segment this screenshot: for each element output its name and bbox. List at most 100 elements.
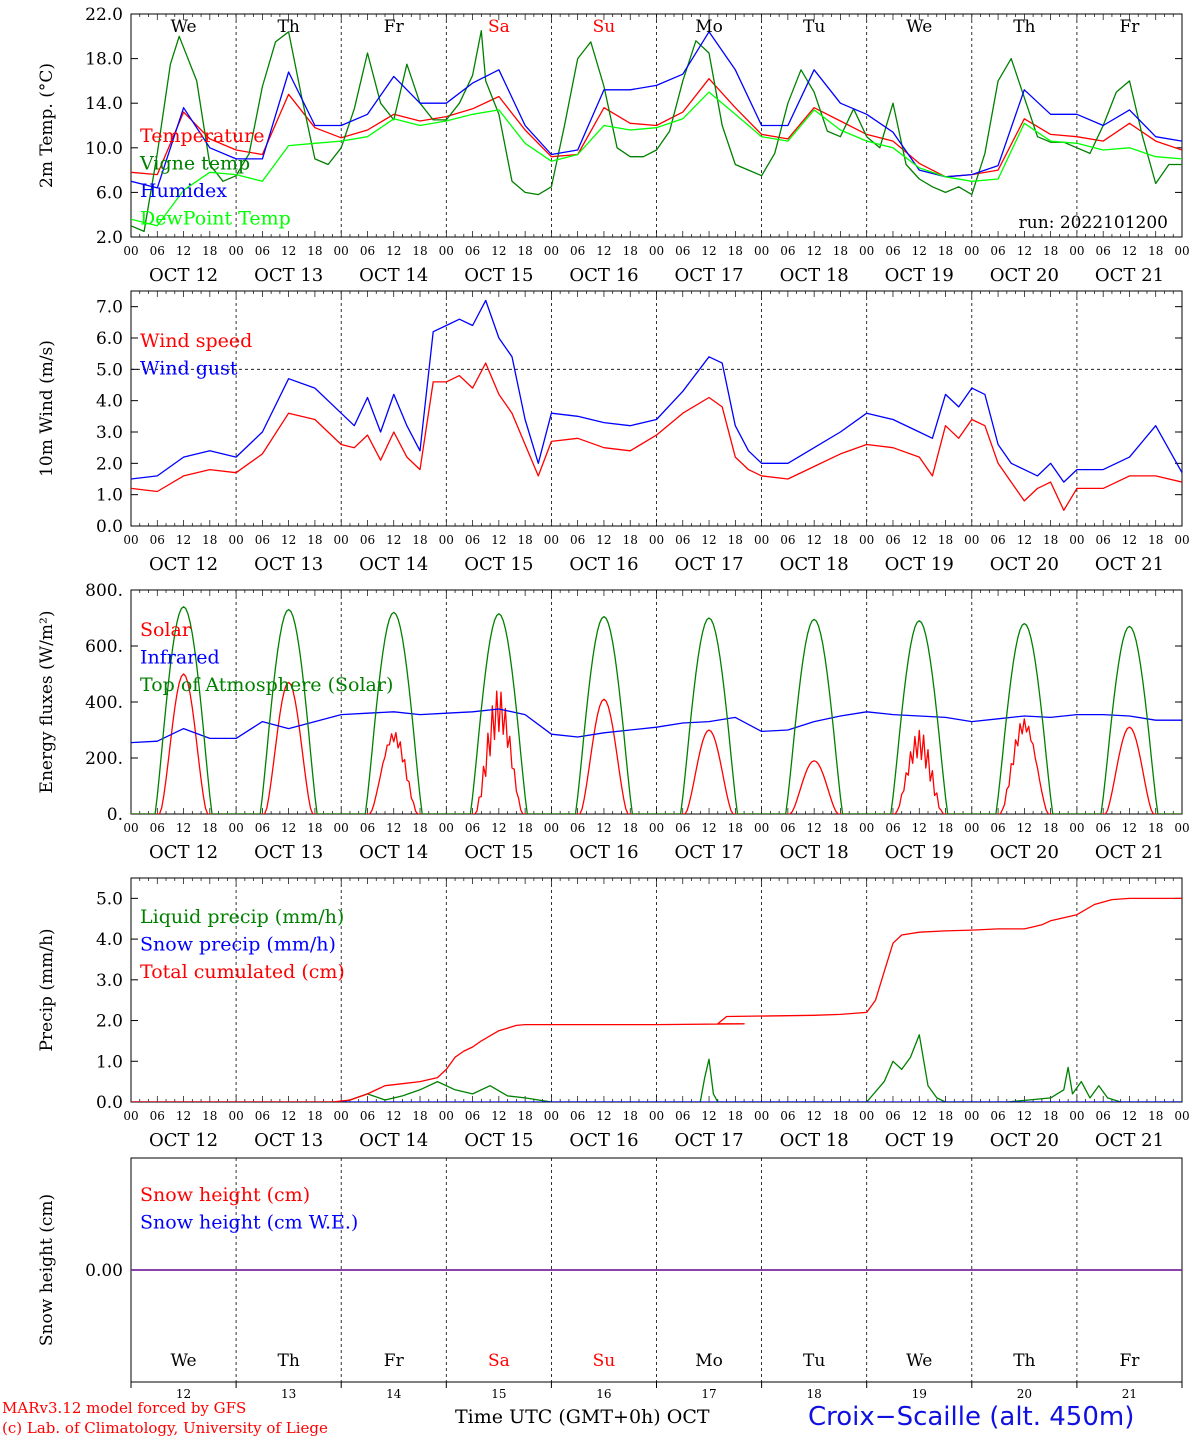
hour-label: 06 [1096, 533, 1111, 547]
weekday-label-bottom: Th [278, 1351, 300, 1371]
hour-label: 12 [176, 244, 191, 258]
y-tick-label: 4.0 [96, 392, 123, 412]
hour-label: 06 [675, 244, 690, 258]
y-tick-label: 10.0 [85, 139, 123, 159]
series-line-2-1 [131, 362, 1182, 511]
y-tick-label: 5.0 [96, 889, 123, 909]
date-label: OCT 21 [1095, 1130, 1164, 1151]
hour-label: 18 [623, 821, 638, 835]
hour-label: 06 [990, 533, 1005, 547]
hour-label: 00 [334, 244, 349, 258]
date-label: OCT 13 [254, 554, 323, 575]
date-label: OCT 20 [990, 554, 1059, 575]
y-tick-label: 0.0 [96, 1093, 123, 1113]
weekday-label-bottom: Mo [695, 1351, 723, 1371]
hour-label: 00 [964, 533, 979, 547]
hour-label: 18 [202, 821, 217, 835]
y-tick-label: 0. [107, 805, 123, 825]
hour-label: 00 [439, 244, 454, 258]
hour-label: 18 [623, 533, 638, 547]
hour-label: 06 [465, 244, 480, 258]
date-label: OCT 19 [885, 554, 954, 575]
y-axis-label: Precip (mm/h) [37, 928, 57, 1051]
date-label: OCT 12 [149, 842, 218, 863]
hour-label: 18 [1148, 244, 1163, 258]
hour-label: 06 [570, 821, 585, 835]
y-axis-label: Snow height (cm) [37, 1194, 57, 1346]
hour-label: 06 [780, 1109, 795, 1123]
y-tick-label: 600. [85, 637, 123, 657]
hour-label: 06 [360, 1109, 375, 1123]
hour-label: 12 [596, 1109, 611, 1123]
day-number: 21 [1122, 1387, 1137, 1401]
hour-label: 00 [123, 821, 138, 835]
hour-label: 12 [807, 533, 822, 547]
panel-3: 00 06 12 18 00 06 12 18 00 06 12 18 00 06 12 18 00 06 12 18… [37, 581, 1190, 863]
hour-label: 12 [1122, 1109, 1137, 1123]
hour-label: 00 [964, 1109, 979, 1123]
hour-label: 00 [754, 244, 769, 258]
y-tick-label: 18.0 [85, 50, 123, 70]
hour-label: 06 [990, 244, 1005, 258]
hour-label: 00 [1069, 821, 1084, 835]
date-label: OCT 17 [674, 842, 743, 863]
y-tick-label: 3.0 [96, 423, 123, 443]
legend-2-1: Wind speed [140, 330, 252, 352]
weekday-label-bottom: We [906, 1351, 932, 1371]
legend-4-3: Total cumulated (cm) [140, 961, 345, 983]
hour-label: 18 [1148, 533, 1163, 547]
hour-label: 12 [1017, 821, 1032, 835]
weekday-label-bottom: We [170, 1351, 196, 1371]
hour-label: 18 [412, 821, 427, 835]
date-label: OCT 20 [990, 265, 1059, 286]
panel-4: 00 06 12 18 00 06 12 18 00 06 12 18 00 06 12 18 00 06 12 18… [37, 877, 1190, 1151]
hour-label: 18 [938, 1109, 953, 1123]
hour-label: 00 [334, 533, 349, 547]
date-label: OCT 16 [569, 842, 638, 863]
y-tick-label: 14.0 [85, 94, 123, 114]
hour-label: 00 [1069, 533, 1084, 547]
hour-label: 18 [833, 533, 848, 547]
date-label: OCT 21 [1095, 265, 1164, 286]
weekday-label-bottom: Fr [1119, 1351, 1140, 1371]
hour-label: 00 [228, 1109, 243, 1123]
date-label: OCT 15 [464, 265, 533, 286]
date-label: OCT 16 [569, 554, 638, 575]
hour-label: 06 [675, 821, 690, 835]
series-line-1-3 [131, 31, 1182, 189]
date-label: OCT 21 [1095, 842, 1164, 863]
date-label: OCT 18 [780, 842, 849, 863]
series-line-1-2 [131, 30, 1182, 233]
hour-label: 12 [1017, 533, 1032, 547]
date-label: OCT 21 [1095, 554, 1164, 575]
hour-label: 12 [176, 821, 191, 835]
hour-label: 18 [1043, 1109, 1058, 1123]
y-tick-label: 7.0 [96, 298, 123, 318]
legend-1-4: DewPoint Temp [140, 208, 291, 230]
hour-label: 06 [990, 1109, 1005, 1123]
station-name: Croix−Scaille (alt. 450m) [808, 1402, 1135, 1432]
hour-label: 12 [596, 244, 611, 258]
legend-3-3: Top of Atmosphere (Solar) [140, 674, 393, 696]
hour-label: 00 [754, 533, 769, 547]
hour-label: 18 [307, 533, 322, 547]
hour-label: 18 [728, 821, 743, 835]
hour-label: 12 [176, 533, 191, 547]
day-number: 20 [1017, 1387, 1032, 1401]
hour-label: 12 [912, 533, 927, 547]
weekday-label-bottom: Sa [488, 1351, 510, 1371]
hour-label: 06 [885, 821, 900, 835]
date-label: OCT 15 [464, 1130, 533, 1151]
hour-label: 00 [859, 821, 874, 835]
date-label: OCT 19 [885, 842, 954, 863]
hour-label: 06 [360, 821, 375, 835]
weekday-label-top: Fr [1119, 17, 1140, 37]
hour-label: 06 [885, 244, 900, 258]
hour-label: 12 [596, 821, 611, 835]
y-tick-label: 0.00 [85, 1261, 123, 1281]
legend-1-2: Vigne temp [139, 153, 250, 175]
hour-label: 12 [701, 1109, 716, 1123]
hour-label: 18 [833, 821, 848, 835]
hour-label: 00 [439, 1109, 454, 1123]
panel-2: 00 06 12 18 00 06 12 18 00 06 12 18 00 06 12 18 00 06 12 18… [37, 290, 1190, 575]
